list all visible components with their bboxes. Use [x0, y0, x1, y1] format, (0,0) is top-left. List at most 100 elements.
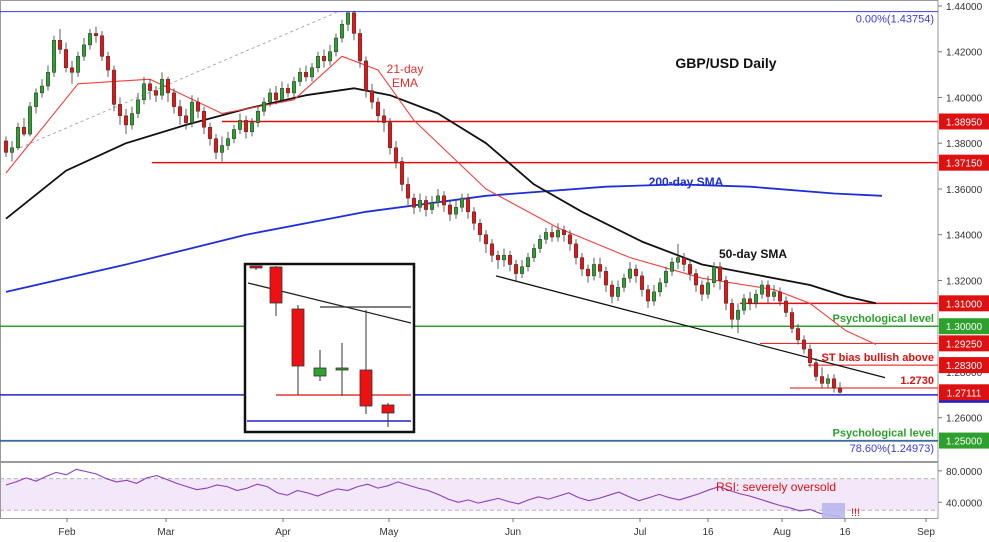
candle-body	[178, 106, 182, 117]
candle-body	[586, 268, 590, 277]
level-tag-box	[939, 295, 989, 312]
candle	[544, 227, 548, 244]
candle-body	[82, 44, 86, 57]
candle-body	[556, 229, 560, 238]
candle	[448, 200, 452, 221]
candle-body	[502, 255, 506, 261]
candle	[28, 102, 32, 137]
candle-body	[826, 378, 830, 384]
rsi-annotation: RSI: severely oversold	[716, 480, 836, 494]
candle	[718, 262, 722, 290]
y-tick-label: 1.38000	[946, 139, 983, 150]
candle-body	[490, 243, 494, 256]
candle	[496, 250, 500, 270]
inset-candle	[249, 265, 263, 270]
candle	[328, 44, 332, 66]
candle-body	[64, 49, 68, 69]
candle	[118, 97, 122, 125]
candle	[166, 76, 170, 103]
inset-candle-body	[269, 266, 283, 304]
candle-body	[196, 101, 200, 112]
level-tag-text: 1.28300	[946, 361, 983, 372]
candle-body	[340, 24, 344, 39]
candle	[34, 88, 38, 114]
candle-body	[250, 122, 254, 133]
candle-body	[736, 309, 740, 320]
y-tick-label: 1.26000	[946, 414, 983, 425]
candle	[514, 259, 518, 281]
candle-body	[688, 264, 692, 274]
candle	[760, 280, 764, 299]
sma50-line	[5, 87, 877, 305]
candle	[460, 193, 464, 212]
candle-body	[202, 110, 206, 128]
candle	[304, 65, 308, 82]
candle-body	[154, 90, 158, 96]
candle-body	[124, 115, 128, 126]
candle	[568, 230, 572, 251]
candle	[748, 291, 752, 311]
candle-body	[10, 147, 14, 153]
candle-body	[220, 145, 224, 153]
candle-body	[400, 161, 404, 185]
candle-body	[706, 282, 710, 295]
candle-body	[304, 72, 308, 78]
level-tag-text: 1.29250	[946, 339, 983, 350]
candle-body	[454, 207, 458, 215]
candle	[334, 33, 338, 57]
y-tick-label: 1.40000	[946, 93, 983, 104]
candle-body	[382, 115, 386, 123]
candle	[358, 28, 362, 68]
candle-body	[214, 138, 218, 153]
candle-body	[700, 284, 704, 295]
candle	[802, 335, 806, 354]
candle	[160, 72, 164, 100]
candle-body	[460, 197, 464, 208]
candle-body	[838, 387, 842, 393]
candle-body	[724, 280, 728, 304]
candle-body	[172, 92, 176, 107]
level-tag-box	[939, 335, 989, 352]
candle-body	[574, 243, 578, 258]
candle	[436, 188, 440, 208]
candle-body	[232, 129, 236, 139]
level-tag-text: 1.25000	[946, 437, 983, 448]
x-tick-label: Mar	[157, 527, 175, 538]
candle	[262, 97, 266, 116]
candle	[172, 88, 176, 114]
candle	[88, 28, 92, 50]
candle-body	[646, 289, 650, 302]
candle-body	[478, 223, 482, 235]
candle-body	[640, 275, 644, 290]
rsi-line	[5, 468, 841, 517]
candle	[376, 97, 380, 123]
candle-body	[358, 33, 362, 62]
candle	[820, 367, 824, 388]
candle	[454, 200, 458, 219]
candle	[610, 280, 614, 304]
candle	[298, 67, 302, 87]
candle	[694, 269, 698, 292]
sma200-label: 200-day SMA	[649, 175, 724, 189]
candle-body	[394, 147, 398, 162]
candle-body	[772, 291, 776, 297]
price-panel-frame	[0, 0, 939, 462]
candle	[466, 193, 470, 219]
x-tick-label: 16	[839, 527, 851, 538]
rsi-highlight-box	[822, 503, 845, 518]
candle	[604, 266, 608, 292]
candle	[412, 193, 416, 215]
candle	[814, 358, 818, 382]
candle	[202, 106, 206, 135]
candle-body	[256, 110, 260, 123]
candle	[430, 195, 434, 215]
candle-body	[436, 195, 440, 203]
candle-body	[148, 83, 152, 91]
candle	[592, 257, 596, 281]
candle	[442, 191, 446, 212]
candle	[82, 38, 86, 61]
candle-body	[544, 232, 548, 240]
candle	[658, 278, 662, 297]
